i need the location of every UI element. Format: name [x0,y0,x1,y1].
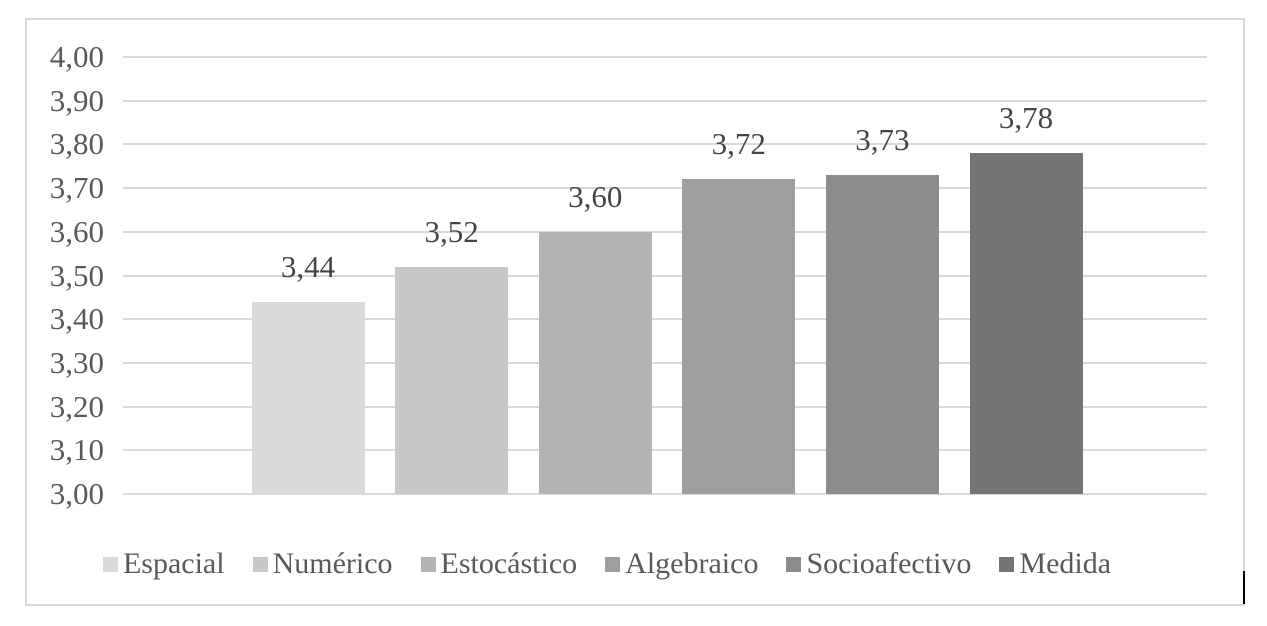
gridline [123,187,1207,190]
legend-item-estocastico: Estocástico [420,547,578,581]
chart-frame[interactable] [25,18,1245,606]
gridline [123,449,1207,452]
bar-medida [969,153,1083,494]
legend-item-algebraico: Algebraico [605,547,758,581]
legend-swatch-icon [420,556,436,572]
legend-swatch-icon [605,556,621,572]
legend-swatch-icon [252,556,268,572]
legend-item-medida: Medida [999,547,1111,581]
bar-value-label: 3,52 [424,213,479,249]
bar-value-label: 3,60 [568,178,623,214]
gridline [123,56,1207,58]
gridline [123,493,1207,495]
legend-item-socioafectivo: Socioafectivo [786,547,971,581]
y-tick-label: 3,40 [49,301,104,337]
bar-socioafectivo [825,174,939,494]
gridline [123,99,1207,102]
legend-label: Algebraico [625,547,759,580]
text-cursor [1243,571,1245,604]
gridline [123,230,1207,233]
y-tick-label: 3,00 [49,476,104,511]
gridline [123,143,1207,146]
legend-swatch-icon [786,556,802,572]
y-tick-label: 3,30 [49,344,104,380]
bar-value-label: 3,73 [855,121,910,157]
gridline [123,405,1207,408]
bar-numerico [395,266,509,494]
legend-swatch-icon [102,556,118,572]
y-tick-label: 3,80 [49,126,104,162]
bar-value-label: 3,44 [280,248,336,284]
bar-value-label: 3,72 [711,126,766,162]
y-tick-label: 3,50 [49,257,104,293]
bar-algebraico [682,179,796,494]
bar-estocastico [538,231,652,494]
y-tick-label: 4,00 [49,39,104,74]
legend-item-espacial: Espacial [102,547,225,581]
y-tick-label: 3,70 [49,170,104,206]
legend-label: Estocástico [440,547,578,580]
legend-label: Numérico [272,547,393,580]
y-tick-label: 3,90 [49,82,104,118]
legend: Espacial Numérico Estocástico Algebraico Soc… [0,546,1214,582]
legend-item-numerico: Numérico [252,547,393,581]
gridline [123,361,1207,364]
bar-value-label: 3,78 [998,100,1054,136]
legend-swatch-icon [999,556,1015,572]
bar-espacial [251,301,365,494]
y-tick-label: 3,60 [49,213,104,249]
legend-label: Espacial [122,547,225,580]
legend-label: Socioafectivo [806,547,972,580]
gridline [123,318,1207,321]
gridline [123,274,1207,277]
y-tick-label: 3,10 [49,432,104,468]
y-tick-label: 3,20 [49,388,104,424]
legend-label: Medida [1019,547,1112,580]
